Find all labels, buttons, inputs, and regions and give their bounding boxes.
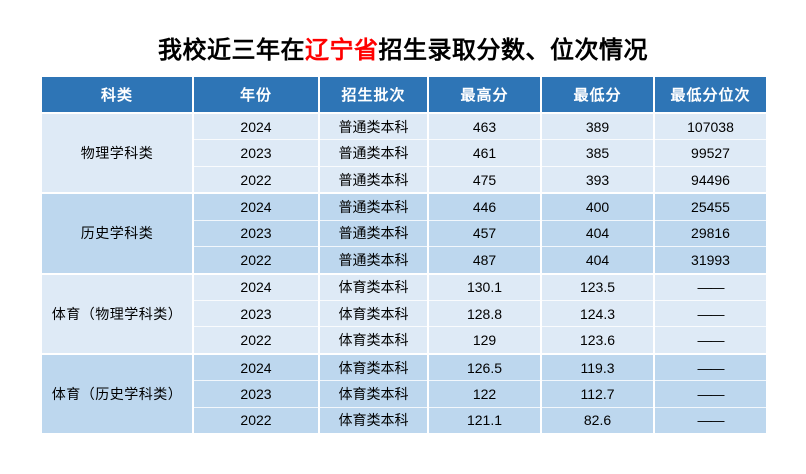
table-row: 2022 体育类本科 129 123.6 —— — [41, 326, 768, 354]
cell-min: 404 — [540, 246, 655, 274]
page-title: 我校近三年在辽宁省招生录取分数、位次情况 — [0, 0, 806, 65]
header-cell-max-score: 最高分 — [427, 75, 542, 114]
cell-batch: 普通类本科 — [318, 112, 429, 140]
cell-min-rank: 29816 — [653, 219, 768, 247]
table-row: 历史学科类 2024 普通类本科 446 400 25455 — [40, 192, 768, 274]
cell-min-rank: 99527 — [653, 139, 768, 167]
header-cell-min-rank: 最低分位次 — [653, 75, 768, 114]
header-row: 科类 年份 招生批次 最高分 最低分 最低分位次 — [40, 75, 768, 114]
cell-max: 122 — [427, 380, 542, 408]
table-row: 物理学科类 2024 普通类本科 463 389 107038 — [40, 111, 768, 194]
title-suffix: 招生录取分数、位次情况 — [378, 37, 648, 64]
table-row: 2022 体育类本科 121.1 82.6 —— — [41, 406, 768, 433]
cell-min-rank: 94496 — [653, 165, 768, 194]
cell-year: 2024 — [192, 272, 320, 301]
header-cell-batch: 招生批次 — [318, 75, 429, 114]
cell-year: 2024 — [192, 112, 320, 140]
cell-year: 2022 — [192, 165, 320, 194]
cell-min: 112.7 — [540, 380, 655, 408]
table-row: 2023 体育类本科 122 112.7 —— — [41, 380, 768, 408]
cell-max: 129 — [427, 326, 542, 354]
table-row: 体育（历史学科类） 2024 体育类本科 126.5 119.3 —— — [40, 352, 768, 433]
cell-min-rank: —— — [653, 380, 768, 408]
cell-min: 385 — [540, 139, 655, 167]
cell-min: 82.6 — [540, 406, 655, 433]
table-row: 2023 普通类本科 457 404 29816 — [41, 219, 768, 247]
cell-batch: 普通类本科 — [318, 165, 429, 194]
cell-year: 2024 — [192, 352, 320, 381]
header-cell-category: 科类 — [40, 75, 194, 114]
cell-min: 389 — [540, 112, 655, 140]
cell-year: 2023 — [192, 139, 320, 167]
cell-max: 461 — [427, 139, 542, 167]
cell-min-rank: —— — [653, 352, 768, 381]
title-province-highlight: 辽宁省 — [305, 37, 379, 64]
cell-min-rank: —— — [653, 326, 768, 354]
cell-year: 2023 — [192, 380, 320, 408]
cell-min-rank: 25455 — [653, 192, 768, 221]
cell-year: 2022 — [192, 406, 320, 433]
table-row: 2023 体育类本科 128.8 124.3 —— — [41, 300, 768, 327]
cell-max: 463 — [427, 112, 542, 140]
cell-min: 119.3 — [540, 352, 655, 381]
header-cell-min-score: 最低分 — [540, 75, 655, 114]
category-cell: 体育（物理学科类） — [40, 272, 194, 354]
header-cell-year: 年份 — [192, 75, 320, 114]
cell-max: 446 — [427, 192, 542, 221]
cell-batch: 体育类本科 — [318, 380, 429, 408]
category-cell: 历史学科类 — [40, 192, 194, 274]
cell-batch: 体育类本科 — [318, 272, 429, 301]
table-row: 2022 普通类本科 487 404 31993 — [41, 246, 768, 274]
cell-batch: 体育类本科 — [318, 406, 429, 433]
cell-year: 2023 — [192, 300, 320, 327]
cell-year: 2022 — [192, 326, 320, 354]
table-row: 2022 普通类本科 475 393 94496 — [41, 165, 768, 194]
cell-year: 2023 — [192, 219, 320, 247]
cell-batch: 普通类本科 — [318, 246, 429, 274]
cell-max: 475 — [427, 165, 542, 194]
cell-max: 126.5 — [427, 352, 542, 381]
cell-min: 124.3 — [540, 300, 655, 327]
cell-min-rank: —— — [653, 272, 768, 301]
cell-batch: 体育类本科 — [318, 300, 429, 327]
cell-max: 130.1 — [427, 272, 542, 301]
cell-batch: 普通类本科 — [318, 219, 429, 247]
table-row: 2023 普通类本科 461 385 99527 — [41, 139, 768, 167]
cell-batch: 普通类本科 — [318, 192, 429, 221]
cell-min-rank: —— — [653, 300, 768, 327]
cell-min-rank: 31993 — [653, 246, 768, 274]
cell-min-rank: 107038 — [653, 112, 768, 140]
category-cell: 体育（历史学科类） — [40, 352, 194, 433]
cell-min: 393 — [540, 165, 655, 194]
admission-score-table: 科类 年份 招生批次 最高分 最低分 最低分位次 物理学科类 2024 普通类本… — [40, 75, 768, 433]
cell-min: 400 — [540, 192, 655, 221]
cell-max: 457 — [427, 219, 542, 247]
cell-min-rank: —— — [653, 406, 768, 433]
title-prefix: 我校近三年在 — [158, 37, 305, 64]
cell-max: 121.1 — [427, 406, 542, 433]
cell-batch: 普通类本科 — [318, 139, 429, 167]
cell-year: 2024 — [192, 192, 320, 221]
cell-batch: 体育类本科 — [318, 326, 429, 354]
cell-min: 123.5 — [540, 272, 655, 301]
cell-year: 2022 — [192, 246, 320, 274]
cell-batch: 体育类本科 — [318, 352, 429, 381]
cell-max: 487 — [427, 246, 542, 274]
cell-min: 404 — [540, 219, 655, 247]
table-row: 体育（物理学科类） 2024 体育类本科 130.1 123.5 —— — [40, 272, 768, 354]
cell-max: 128.8 — [427, 300, 542, 327]
category-cell: 物理学科类 — [40, 111, 194, 194]
cell-min: 123.6 — [540, 326, 655, 354]
